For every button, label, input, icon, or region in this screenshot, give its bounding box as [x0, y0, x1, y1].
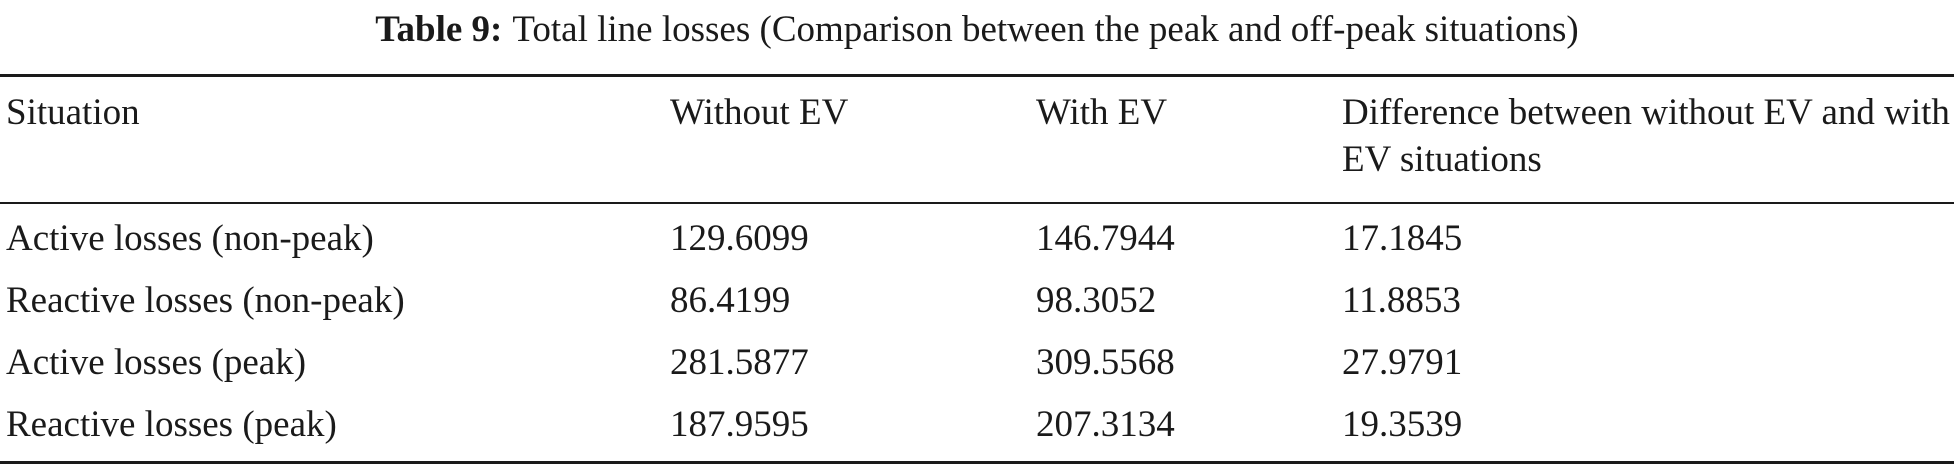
row-without-ev: 281.5877: [670, 342, 809, 383]
row-without-ev: 187.9595: [670, 404, 809, 445]
row-difference: 17.1845: [1342, 218, 1463, 259]
row-difference: 27.9791: [1342, 342, 1463, 383]
row-situation: Reactive losses (peak): [6, 404, 337, 445]
row-situation: Active losses (peak): [6, 342, 307, 383]
table-row: Active losses (non-peak) 129.6099 146.79…: [0, 209, 1954, 273]
row-with-ev: 98.3052: [1036, 280, 1157, 321]
table-row: Reactive losses (non-peak) 86.4199 98.30…: [0, 271, 1954, 335]
row-without-ev: 86.4199: [670, 280, 791, 321]
row-difference: 11.8853: [1342, 280, 1461, 321]
table-caption: Table 9: Total line losses (Comparison be…: [0, 0, 1954, 66]
header-difference: Difference between without EV and with E…: [1342, 92, 1950, 180]
table-caption-text: Total line losses (Comparison between th…: [512, 9, 1579, 50]
row-with-ev: 309.5568: [1036, 342, 1175, 383]
table-header-rule: [0, 202, 1954, 204]
table-top-rule: [0, 74, 1954, 77]
row-with-ev: 146.7944: [1036, 218, 1175, 259]
table-caption-label: Table 9:: [375, 9, 503, 50]
header-situation: Situation: [6, 92, 140, 133]
row-without-ev: 129.6099: [670, 218, 809, 259]
row-with-ev: 207.3134: [1036, 404, 1175, 445]
row-situation: Reactive losses (non-peak): [6, 280, 405, 321]
row-situation: Active losses (non-peak): [6, 218, 374, 259]
row-difference: 19.3539: [1342, 404, 1463, 445]
header-with-ev: With EV: [1036, 92, 1168, 133]
header-without-ev: Without EV: [670, 92, 849, 133]
table-row: Active losses (peak) 281.5877 309.5568 2…: [0, 333, 1954, 397]
table-bottom-rule: [0, 461, 1954, 464]
table-row: Reactive losses (peak) 187.9595 207.3134…: [0, 395, 1954, 459]
